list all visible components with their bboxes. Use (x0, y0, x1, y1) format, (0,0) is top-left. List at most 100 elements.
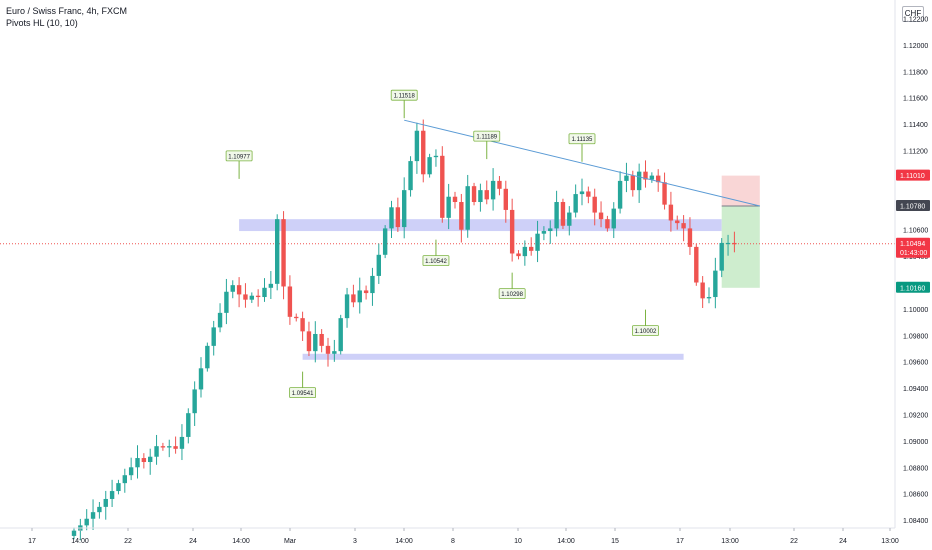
candle-body (617, 180, 623, 209)
candle-body (440, 155, 445, 218)
time-tick: 14:00 (557, 538, 575, 545)
time-tick: 22 (790, 538, 798, 545)
price-tick: 1.10600 (903, 228, 928, 235)
candle (636, 163, 642, 203)
price-badge-bg (896, 237, 930, 258)
candle-body (211, 327, 216, 346)
candle-body (573, 194, 578, 213)
candle-body (224, 291, 229, 313)
candle (465, 174, 470, 238)
candle-body (484, 190, 489, 200)
pivot-box (498, 288, 526, 300)
candle-body (313, 333, 318, 352)
candle-body (624, 175, 629, 181)
candle-body (262, 287, 267, 298)
price-badge-value: 1.10160 (900, 285, 925, 292)
candle (319, 329, 324, 353)
candle (700, 276, 705, 308)
candle-body (681, 223, 686, 229)
candle (382, 225, 388, 259)
candle (262, 278, 267, 302)
candle (249, 292, 254, 303)
candle (389, 200, 394, 239)
candle-body (725, 242, 731, 245)
candle (294, 313, 299, 322)
candle (732, 231, 737, 253)
candle-body (128, 467, 134, 476)
price-axis[interactable]: 1.12200 1.12000 1.11800 1.11600 1.11400 1.112… (903, 17, 928, 526)
candle (662, 172, 667, 210)
candle (332, 339, 337, 362)
candle-body (90, 512, 96, 519)
candle (535, 220, 540, 263)
candle-body (662, 182, 667, 205)
candle-body (306, 331, 312, 352)
candle-body (630, 175, 635, 191)
candle (554, 190, 559, 237)
price-tick: 1.09000 (903, 439, 928, 446)
take-profit-area (721, 205, 760, 288)
price-tick: 1.09400 (903, 386, 928, 393)
price-badge-countdown: 01:43:00 (900, 250, 927, 257)
candle-body (643, 171, 648, 180)
time-axis[interactable]: 17 14:00 22 24 14:00 Mar 3 14:00 8 10 14:00 15 17 13:… (28, 528, 899, 545)
candle-body (389, 207, 394, 229)
candle (306, 321, 312, 357)
candle (363, 285, 369, 300)
time-tick: 15 (611, 538, 619, 545)
candle-body (611, 208, 616, 229)
candle (402, 177, 407, 239)
candle-body (351, 294, 356, 303)
pivot-labels: 1.10977 1.09541 1.11518 1.10542 1.11189 1.102… (225, 89, 659, 399)
pivot-value: 1.10298 (501, 292, 523, 298)
candle-body (579, 191, 585, 195)
zone-1 (302, 353, 684, 360)
candle-body (732, 242, 737, 245)
candle (287, 275, 293, 325)
pivot-box (473, 130, 501, 142)
descending-trendline[interactable] (404, 119, 760, 207)
candle-body (548, 228, 553, 232)
candle (503, 180, 508, 223)
candle-body (675, 220, 680, 224)
pivot-box (390, 89, 418, 101)
pivot-value: 1.10002 (635, 329, 657, 335)
candle (211, 320, 216, 356)
candle (338, 314, 343, 355)
candle (586, 186, 591, 204)
price-tick: 1.12000 (903, 43, 928, 50)
candle (681, 215, 686, 242)
long-position-tool[interactable] (721, 175, 760, 288)
candle (440, 146, 445, 223)
candle (605, 215, 610, 232)
candle (414, 122, 420, 174)
candle (325, 337, 331, 367)
candle-body (186, 413, 191, 437)
candle-body (478, 190, 483, 203)
price-tick: 1.08600 (903, 492, 928, 499)
candle-body (332, 351, 337, 354)
candle (497, 176, 502, 196)
candle-body (471, 186, 477, 203)
candle-body (173, 446, 178, 449)
price-tick: 1.11400 (903, 122, 928, 129)
price-badge-value: 1.11010 (900, 173, 925, 180)
price-tick: 1.09800 (903, 333, 928, 340)
candle (446, 183, 451, 230)
price-badge: 1.10494 01:43:00 (896, 237, 930, 258)
indicator-label[interactable]: Pivots HL (10, 10) (6, 18, 78, 28)
candle (713, 257, 718, 309)
price-badge: 1.11010 (896, 169, 930, 181)
candle (725, 234, 731, 256)
candle-body (167, 446, 172, 448)
candle (148, 448, 153, 475)
time-tick: Mar (284, 538, 297, 545)
candle-body (287, 286, 293, 317)
candle (109, 479, 115, 508)
price-tick: 1.12200 (903, 17, 928, 24)
time-tick: 13:00 (721, 538, 739, 545)
candle (186, 408, 191, 444)
currency-button[interactable]: CHF (902, 6, 924, 22)
candle-body (71, 530, 77, 536)
